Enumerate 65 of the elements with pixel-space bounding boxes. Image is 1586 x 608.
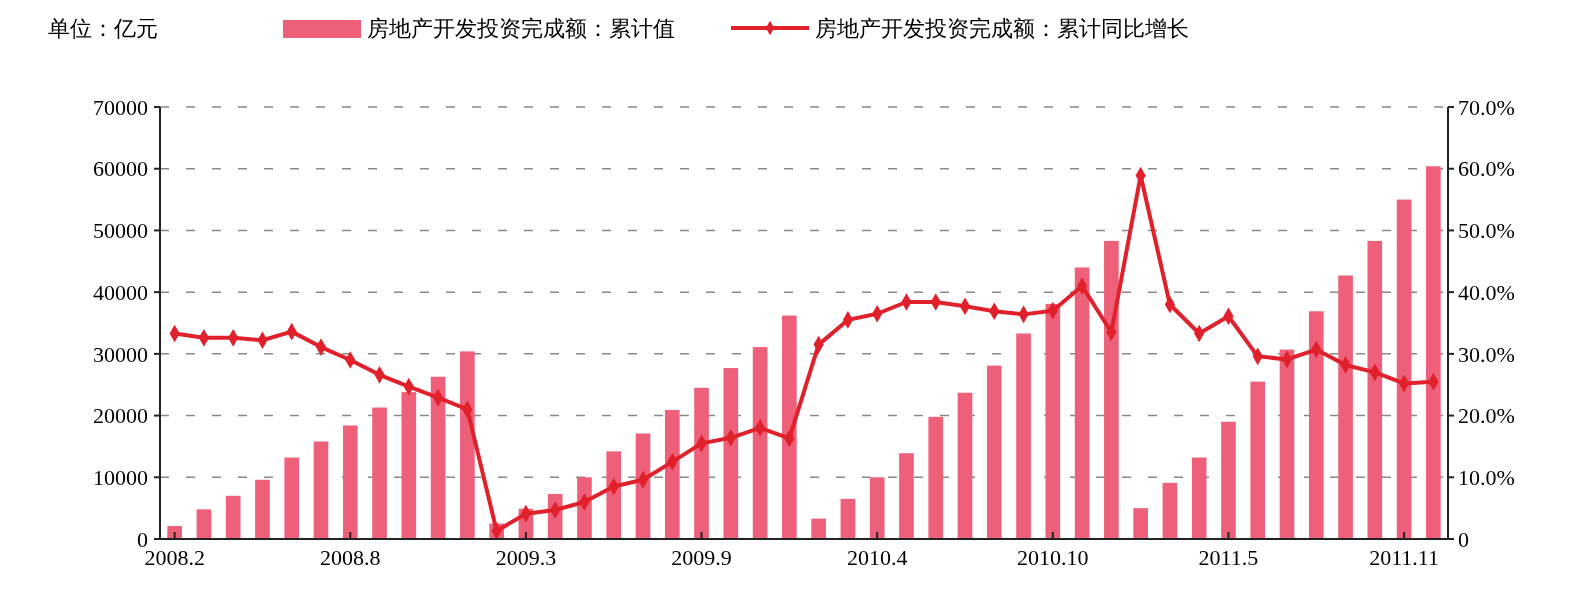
bar — [811, 518, 826, 539]
bar — [957, 392, 973, 539]
y-tick-label: 40000 — [93, 279, 148, 305]
bar — [460, 351, 475, 539]
bar — [1133, 508, 1148, 539]
bar — [1045, 303, 1061, 539]
bar — [1250, 381, 1266, 539]
bar — [1367, 240, 1383, 539]
bar — [313, 441, 329, 539]
bar — [1221, 421, 1236, 539]
bar — [284, 457, 300, 539]
bar — [1162, 482, 1178, 539]
bar — [635, 433, 651, 539]
bar — [1074, 267, 1090, 539]
y2-tick-label: 60.0% — [1458, 156, 1515, 182]
y2-tick-label: 30.0% — [1458, 341, 1515, 367]
bar — [664, 410, 680, 539]
bar — [225, 495, 241, 539]
bar — [869, 477, 885, 539]
y-tick-label: 20000 — [93, 403, 148, 429]
y-tick-label: 0 — [137, 526, 148, 552]
bar — [606, 451, 622, 539]
x-tick-label: 2009.9 — [671, 545, 732, 570]
bar — [255, 479, 270, 539]
bar — [928, 416, 944, 539]
bar — [694, 387, 709, 539]
bar — [840, 498, 856, 539]
bar — [723, 368, 739, 539]
bar — [782, 315, 797, 539]
x-tick-label: 2010.10 — [1017, 545, 1089, 570]
bar — [372, 407, 387, 539]
bar — [1426, 166, 1441, 539]
legend-label: 房地产开发投资完成额：累计同比增长 — [815, 15, 1189, 41]
y2-tick-label: 0 — [1458, 526, 1469, 552]
x-tick-label: 2011.5 — [1198, 545, 1259, 570]
x-tick-label: 2010.4 — [846, 545, 908, 570]
bar — [1396, 199, 1412, 539]
y-tick-label: 50000 — [93, 218, 148, 244]
bar — [1308, 311, 1324, 539]
bar — [1338, 275, 1353, 539]
bar — [430, 376, 446, 539]
legend-label: 房地产开发投资完成额：累计值 — [367, 15, 675, 41]
bar — [1016, 333, 1031, 539]
y2-tick-label: 20.0% — [1458, 403, 1515, 429]
y-tick-label: 60000 — [93, 156, 148, 182]
bar — [899, 453, 914, 539]
y-axis-title: 单位：亿元 — [48, 15, 158, 41]
y-tick-label: 30000 — [93, 341, 148, 367]
x-tick-label: 2011.11 — [1369, 545, 1440, 570]
y2-tick-label: 10.0% — [1458, 464, 1515, 490]
x-tick-label: 2008.8 — [320, 545, 381, 570]
bar — [401, 392, 417, 539]
bar — [986, 365, 1002, 539]
bar — [342, 425, 358, 539]
x-tick-label: 2009.3 — [495, 545, 557, 570]
bar — [1191, 457, 1207, 539]
y-tick-label: 10000 — [93, 464, 148, 490]
bar — [752, 347, 768, 539]
bar — [1279, 349, 1295, 539]
bar — [1104, 240, 1119, 539]
y-tick-label: 70000 — [93, 94, 148, 120]
y2-tick-label: 70.0% — [1458, 94, 1515, 120]
y2-tick-label: 50.0% — [1458, 218, 1515, 244]
bar — [196, 509, 212, 539]
y2-tick-label: 40.0% — [1458, 279, 1515, 305]
